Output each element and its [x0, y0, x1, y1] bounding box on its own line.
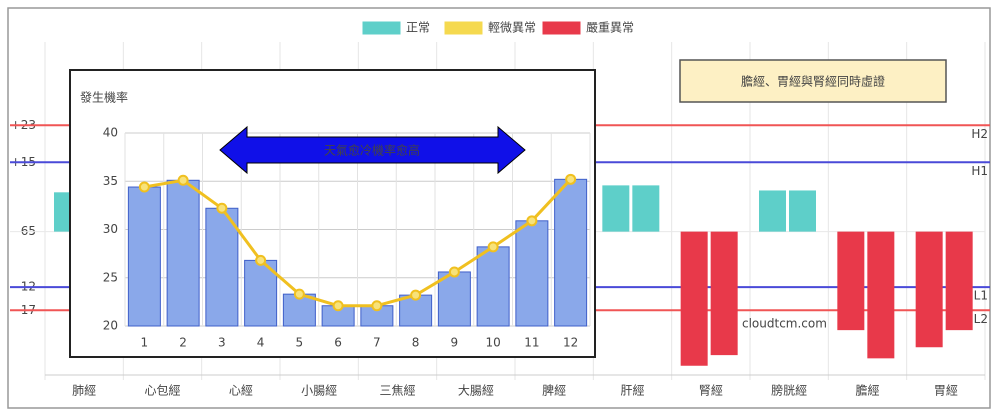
reference-label: H1 — [971, 164, 988, 178]
line-point — [410, 289, 422, 301]
line-point — [448, 266, 460, 278]
x-tick-label: 7 — [373, 336, 381, 350]
reference-label: H2 — [971, 127, 988, 141]
bar — [476, 246, 510, 327]
y-tick-label: 40 — [103, 126, 118, 140]
x-tick-label: 8 — [412, 336, 420, 350]
x-tick-label: 5 — [296, 336, 304, 350]
x-tick-label: 肺經 — [72, 384, 96, 398]
y-tick-label: 25 — [103, 270, 118, 284]
x-tick-label: 6 — [334, 336, 342, 350]
x-tick-label: 心經 — [229, 384, 253, 398]
annotation-box — [679, 59, 947, 103]
line-point — [371, 300, 383, 312]
legend-swatch — [362, 21, 401, 35]
x-tick-label: 11 — [524, 336, 539, 350]
x-tick-label: 胃經 — [934, 384, 958, 398]
watermark: cloudtcm.com — [742, 317, 827, 331]
annotation: 天氣愈冷機率愈高 — [324, 143, 420, 158]
bar — [437, 271, 471, 327]
line-point — [487, 241, 499, 253]
bar — [915, 231, 943, 348]
line-point — [177, 174, 189, 186]
y-axis-label: 發生機率 — [80, 90, 128, 105]
x-tick-label: 腎經 — [699, 384, 723, 398]
x-tick-label: 小腸經 — [301, 384, 337, 398]
legend-swatch — [542, 21, 581, 35]
arrow — [219, 125, 526, 175]
bar — [602, 185, 630, 232]
x-tick-label: 2 — [179, 336, 187, 350]
reference-label: L2 — [974, 312, 988, 326]
bar — [632, 185, 660, 232]
bar — [205, 207, 239, 327]
x-tick-label: 膽經 — [855, 383, 879, 398]
y-tick-label: 35 — [103, 174, 118, 188]
bar — [945, 231, 973, 331]
reference-label: L1 — [974, 289, 988, 303]
bar — [680, 231, 708, 366]
line-point — [526, 215, 538, 227]
x-tick-label: 12 — [563, 336, 578, 350]
legend-swatch — [444, 21, 483, 35]
bar — [127, 186, 161, 327]
x-tick-label: 膀胱經 — [771, 383, 807, 398]
y-tick-label: 20 — [103, 319, 118, 333]
bar — [166, 179, 200, 327]
line-point — [293, 288, 305, 300]
legend-label: 正常 — [406, 21, 430, 35]
bar — [789, 190, 816, 232]
x-tick-label: 9 — [451, 336, 459, 350]
line-point — [565, 173, 577, 185]
bar — [515, 220, 549, 327]
line-point — [332, 300, 344, 312]
x-tick-label: 脾經 — [542, 383, 566, 398]
annotation: 膽經、胃經與腎經同時虛證 — [741, 74, 885, 89]
y-tick-label: 30 — [103, 222, 118, 236]
x-tick-label: 肝經 — [620, 384, 644, 398]
x-tick-label: 3 — [218, 336, 226, 350]
x-tick-label: 10 — [485, 336, 500, 350]
bar — [554, 178, 588, 327]
x-tick-label: 心包經 — [144, 384, 180, 398]
bar — [244, 259, 278, 327]
line — [144, 178, 572, 308]
bar — [867, 231, 895, 359]
legend-label: 嚴重異常 — [586, 21, 634, 35]
bar — [837, 231, 865, 331]
legend-label: 輕微異常 — [488, 21, 536, 35]
bar — [759, 190, 786, 232]
bar — [710, 231, 738, 356]
x-tick-label: 三焦經 — [379, 384, 415, 398]
x-tick-label: 1 — [141, 336, 149, 350]
line-point — [216, 202, 228, 214]
x-tick-label: 大腸經 — [458, 384, 494, 398]
line-point — [255, 254, 267, 266]
line-point — [138, 181, 150, 193]
x-tick-label: 4 — [257, 336, 265, 350]
